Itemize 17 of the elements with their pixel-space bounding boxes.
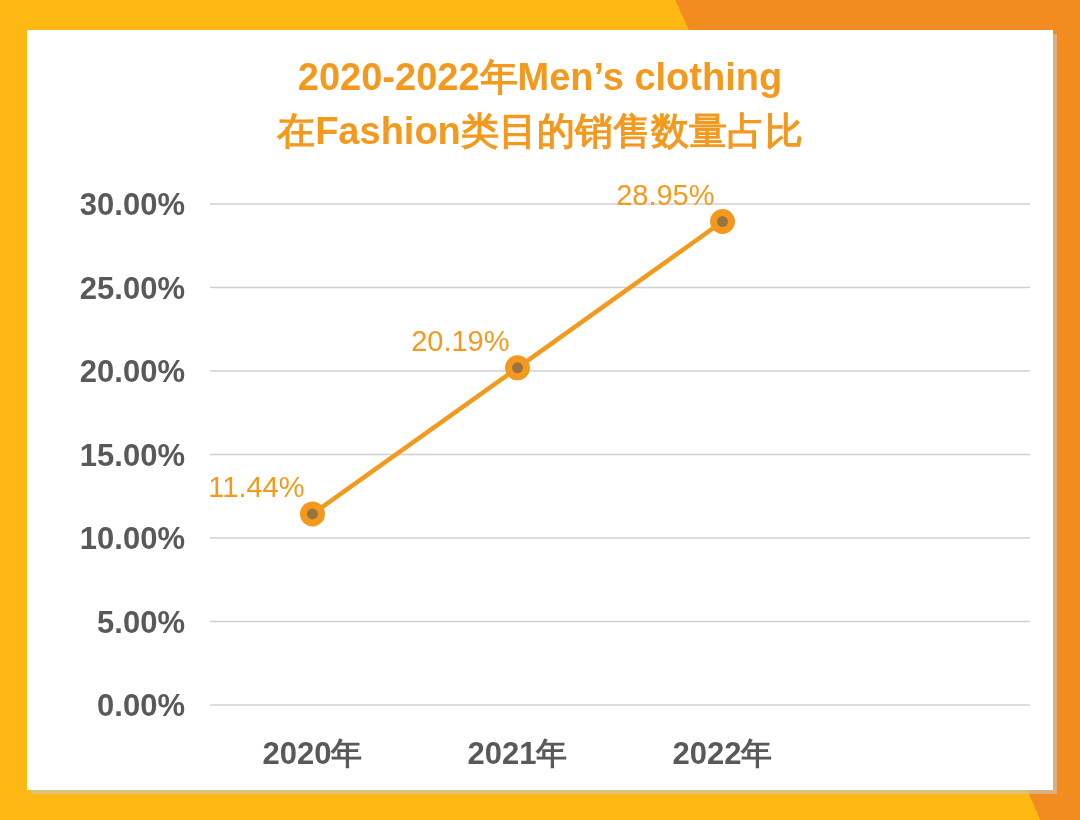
y-tick-label: 30.00% [79,187,185,222]
y-tick-label: 0.00% [97,688,185,723]
x-tick-label: 2021年 [467,736,568,771]
data-label: 11.44% [208,470,305,503]
x-tick-label: 2022年 [672,736,773,771]
data-label: 20.19% [411,324,510,357]
chart-title: 2020-2022年Men’s clothing 在Fashion类目的销售数量占比 [276,56,803,152]
y-tick-label: 25.00% [79,270,185,306]
point [710,209,735,235]
x-tick-label: 2020年 [262,736,363,771]
y-tick-label: 20.00% [79,354,185,389]
y-tick-label: 10.00% [79,521,185,556]
y-tick-label: 5.00% [97,604,185,640]
point [505,355,530,381]
y-tick-label: 15.00% [79,437,185,473]
point [300,501,325,527]
data-label: 28.95% [616,178,715,211]
